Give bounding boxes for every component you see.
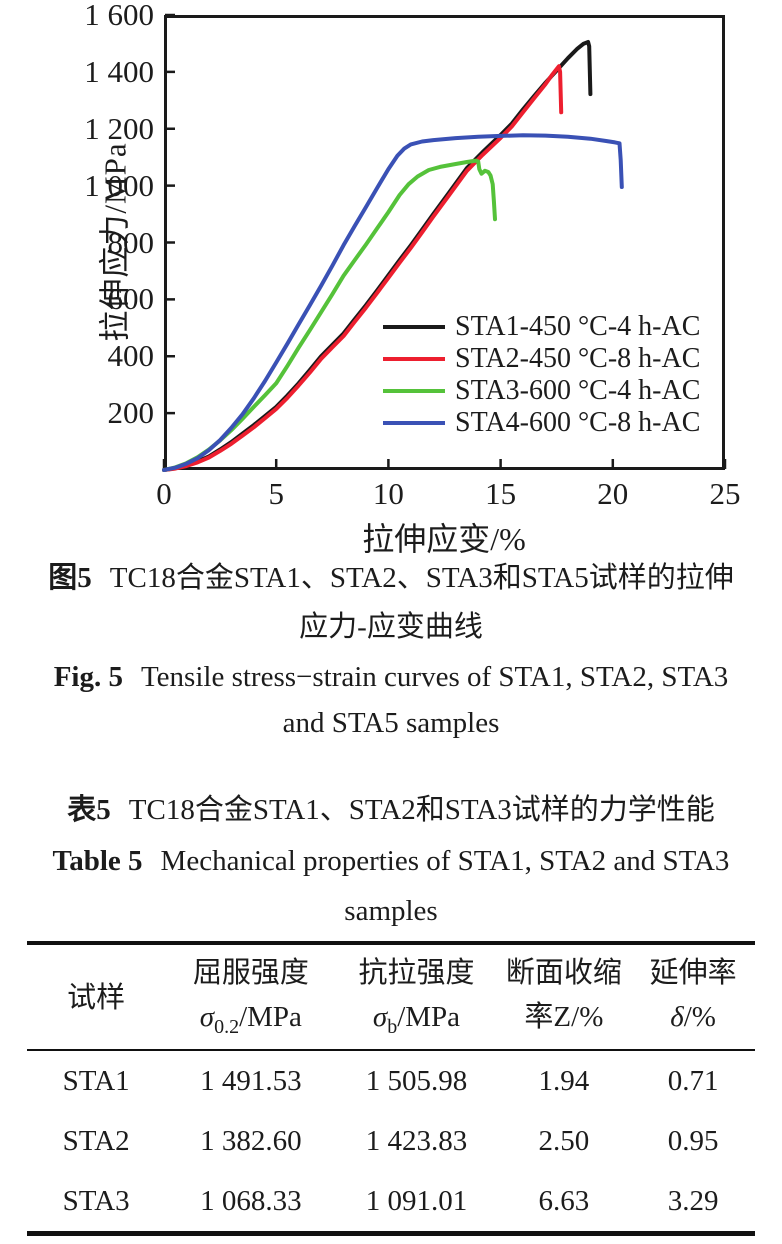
legend: STA1-450 °C-4 h-AC STA2-450 °C-8 h-AC ST… [383,311,700,439]
col-header-elongation: 延伸率 δ/% [649,957,737,1033]
properties-table: 试样 屈服强度 σ0.2/MPa 抗拉强度 σb/MPa 断面收缩 率Z/% 延… [27,941,755,1236]
legend-label: STA2-450 °C-8 h-AC [455,343,701,374]
x-tick-label: 15 [485,476,517,511]
legend-line-swatch [383,357,445,361]
x-axis-tick-labels: 0 5 10 15 20 25 [156,476,740,512]
y-tick-label: 200 [107,395,155,431]
legend-item: STA2-450 °C-8 h-AC [383,343,700,375]
figure-caption-en-line2: and STA5 samples [0,701,782,745]
col-header-yield-strength: 屈服强度 σ0.2/MPa [192,957,309,1038]
x-tick-label: 20 [597,476,629,511]
legend-line-swatch [383,421,445,425]
y-axis-tick-labels: 200 400 600 800 1 000 1 200 1 400 1 600 [0,0,155,470]
y-tick-label: 1 200 [84,110,154,146]
table-caption-cn: 表5 TC18合金STA1、STA2和STA3试样的力学性能 [0,788,782,832]
cell-tensile-strength: 1 423.83 [365,1124,468,1157]
cell-yield-strength: 1 491.53 [200,1064,302,1097]
y-tick-label: 1 000 [84,167,154,203]
figure-caption-en-line1: Fig. 5 Tensile stress−strain curves of ST… [0,655,782,699]
y-tick-label: 600 [107,281,155,317]
figure-number-en: Fig. 5 [53,661,123,693]
table-caption-en-line1: Table 5 Mechanical properties of STA1, ST… [0,839,782,883]
legend-label: STA3-600 °C-4 h-AC [455,375,701,406]
y-tick-label: 1 400 [84,53,154,89]
table-caption-cn-text: TC18合金STA1、STA2和STA3试样的力学性能 [128,794,715,826]
cell-tensile-strength: 1 091.01 [365,1184,468,1217]
legend-label: STA4-600 °C-8 h-AC [455,407,701,438]
table-row: STA3 1 068.33 1 091.01 6.63 3.29 [27,1171,755,1231]
cell-elongation: 0.95 [667,1124,719,1157]
table-body: STA1 1 491.53 1 505.98 1.94 0.71 STA2 1 … [27,1051,755,1231]
y-tick-label: 1 600 [84,0,154,32]
cell-elongation: 3.29 [667,1184,719,1217]
figure-number-cn: 图5 [48,562,92,594]
legend-item: STA3-600 °C-4 h-AC [383,375,700,407]
legend-item: STA4-600 °C-8 h-AC [383,407,700,439]
cell-reduction-of-area: 1.94 [538,1064,590,1097]
cell-reduction-of-area: 6.63 [538,1184,590,1217]
table-caption-en-text2: samples [344,895,438,927]
table-caption-en-line2: samples [0,889,782,933]
figure-caption-en-text2: and STA5 samples [282,707,500,739]
x-tick-label: 25 [709,476,741,511]
table-number-en: Table 5 [52,845,143,877]
legend-line-swatch [383,325,445,329]
figure-caption-cn-line2: 应力-应变曲线 [0,605,782,649]
table-header: 试样 屈服强度 σ0.2/MPa 抗拉强度 σb/MPa 断面收缩 率Z/% 延… [27,945,755,1051]
cell-yield-strength: 1 068.33 [200,1184,302,1217]
figure-caption-en-text: Tensile stress−strain curves of STA1, ST… [140,661,729,693]
plot-area [162,13,727,472]
table-number-cn: 表5 [67,794,111,826]
legend-label: STA1-450 °C-4 h-AC [455,311,701,342]
y-tick-label: 400 [107,338,155,374]
col-header-sample: 试样 [67,982,126,1014]
x-axis-title: 拉伸应变/% [362,521,526,557]
table-caption-en-text: Mechanical properties of STA1, STA2 and … [160,845,730,877]
legend-line-swatch [383,389,445,393]
cell-sample: STA3 [62,1184,130,1217]
x-tick-label: 0 [156,476,172,511]
x-tick-label: 10 [372,476,404,511]
cell-sample: STA2 [62,1124,130,1157]
col-header-reduction-of-area: 断面收缩 率Z/% [505,957,622,1033]
stress-strain-chart: 拉伸应力/MPa 200 400 600 800 1 000 1 200 1 400 1 60… [0,0,782,557]
y-tick-label: 800 [107,224,155,260]
col-header-tensile-strength: 抗拉强度 σb/MPa [358,957,475,1038]
table-row: STA1 1 491.53 1 505.98 1.94 0.71 [27,1051,755,1111]
figure-caption-cn-line1: 图5 TC18合金STA1、STA2、STA3和STA5试样的拉伸 [0,556,782,600]
cell-sample: STA1 [62,1064,130,1097]
cell-tensile-strength: 1 505.98 [365,1064,468,1097]
table-row: STA2 1 382.60 1 423.83 2.50 0.95 [27,1111,755,1171]
cell-elongation: 0.71 [667,1064,719,1097]
cell-reduction-of-area: 2.50 [538,1124,590,1157]
figure-caption-cn-text2: 应力-应变曲线 [299,611,483,643]
legend-item: STA1-450 °C-4 h-AC [383,311,700,343]
cell-yield-strength: 1 382.60 [200,1124,302,1157]
x-tick-label: 5 [268,476,284,511]
figure-caption-cn-text: TC18合金STA1、STA2、STA3和STA5试样的拉伸 [109,562,734,594]
